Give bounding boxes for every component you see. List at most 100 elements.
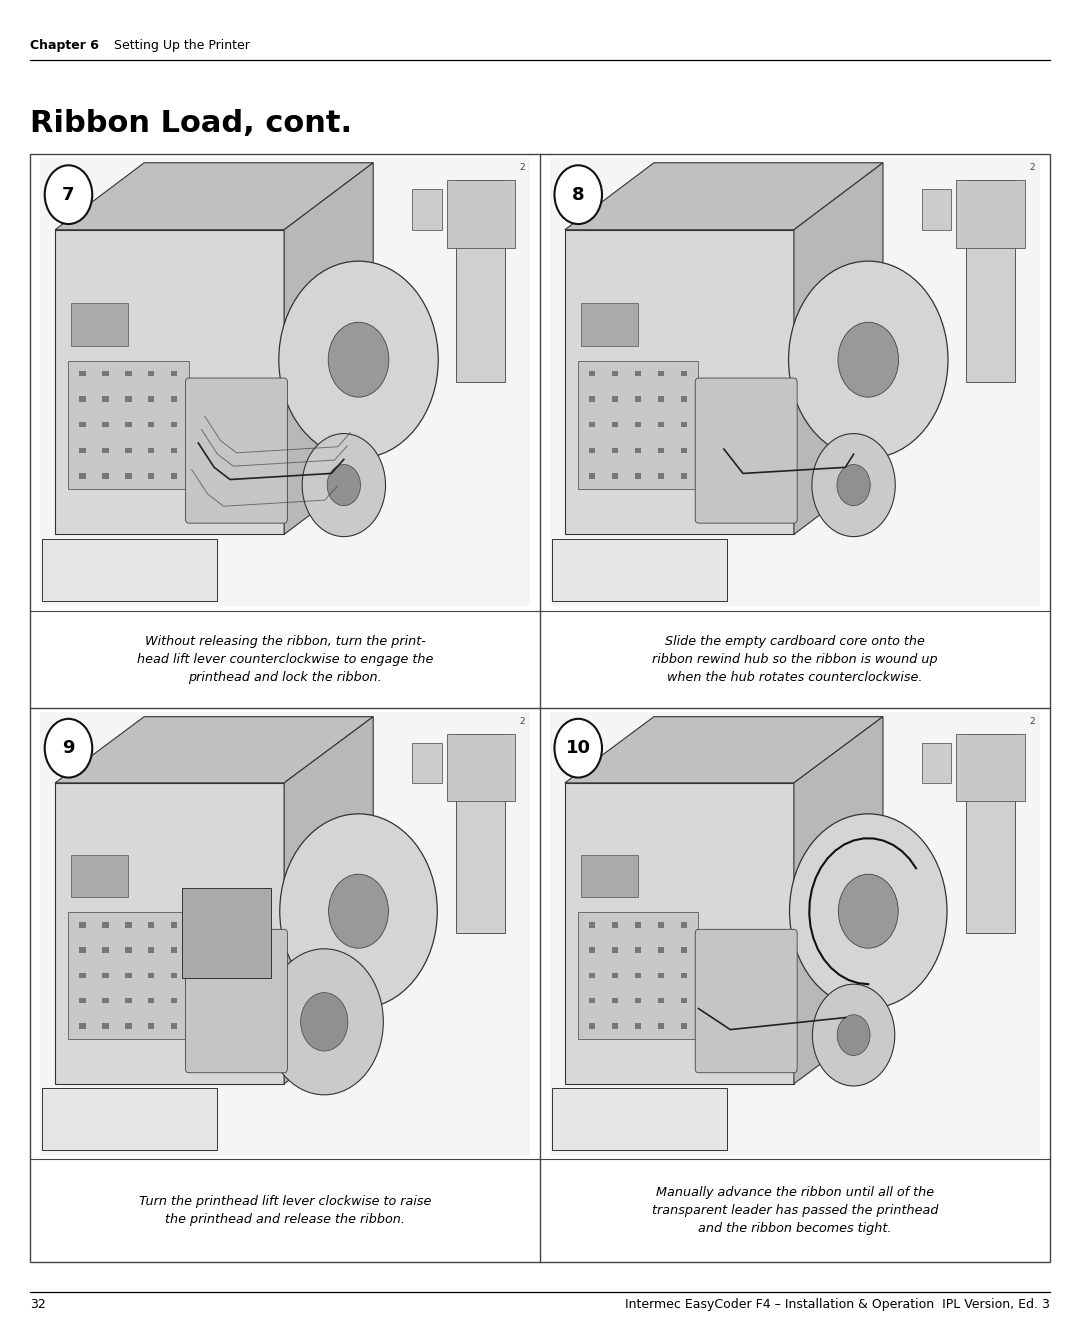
Bar [171, 371, 177, 376]
Bar [957, 734, 1025, 801]
FancyBboxPatch shape [696, 378, 797, 523]
Bar [550, 158, 1040, 606]
Bar [589, 473, 595, 478]
Bar [125, 447, 132, 453]
Bar [680, 422, 687, 427]
FancyBboxPatch shape [186, 378, 287, 523]
FancyBboxPatch shape [696, 929, 797, 1073]
Bar [413, 744, 442, 782]
Bar [68, 360, 189, 489]
Text: Turn the printhead lift lever clockwise to raise
the printhead and release the r: Turn the printhead lift lever clockwise … [139, 1195, 431, 1226]
Bar [447, 734, 515, 801]
Bar [680, 922, 687, 928]
Bar [103, 1024, 109, 1029]
Bar [957, 180, 1025, 248]
Bar [125, 371, 132, 376]
Bar [612, 396, 619, 402]
Polygon shape [794, 163, 883, 534]
Polygon shape [55, 782, 284, 1084]
Bar [658, 948, 664, 953]
Bar [612, 999, 619, 1004]
Bar [148, 447, 154, 453]
Bar [79, 922, 85, 928]
Bar [922, 744, 951, 782]
Bar [457, 734, 505, 933]
Bar [68, 912, 189, 1039]
Bar [103, 999, 109, 1004]
Bar [125, 396, 132, 402]
Bar [635, 447, 642, 453]
Circle shape [789, 814, 947, 1008]
Bar [171, 948, 177, 953]
Polygon shape [284, 717, 374, 1084]
Circle shape [327, 465, 361, 506]
Bar [635, 948, 642, 953]
Bar [552, 539, 727, 602]
Bar [578, 912, 699, 1039]
Text: Ribbon Load, cont.: Ribbon Load, cont. [30, 109, 352, 139]
Bar [79, 1024, 85, 1029]
Bar [79, 999, 85, 1004]
Bar [589, 371, 595, 376]
Bar [413, 190, 442, 230]
Bar [635, 973, 642, 979]
Circle shape [812, 984, 894, 1085]
Bar [148, 396, 154, 402]
Bar [125, 973, 132, 979]
Bar [922, 190, 951, 230]
Text: 2: 2 [519, 717, 525, 726]
Bar [148, 948, 154, 953]
Bar [125, 922, 132, 928]
Bar [40, 712, 530, 1155]
Bar [79, 973, 85, 979]
Bar [79, 371, 85, 376]
Circle shape [300, 993, 348, 1051]
Bar [612, 973, 619, 979]
Bar [680, 396, 687, 402]
Bar [658, 447, 664, 453]
Circle shape [554, 718, 602, 777]
Bar [680, 948, 687, 953]
Bar [578, 360, 699, 489]
Bar [658, 999, 664, 1004]
Circle shape [812, 434, 895, 537]
Text: Setting Up the Printer: Setting Up the Printer [114, 39, 251, 52]
Bar [658, 473, 664, 478]
Circle shape [788, 262, 948, 458]
Bar [171, 422, 177, 427]
Bar [171, 922, 177, 928]
Circle shape [302, 434, 386, 537]
Circle shape [279, 262, 438, 458]
Text: 2: 2 [1029, 163, 1035, 172]
Bar [171, 999, 177, 1004]
Bar [589, 447, 595, 453]
Bar [589, 1024, 595, 1029]
Bar [658, 973, 664, 979]
Text: Without releasing the ribbon, turn the print-
head lift lever counterclockwise t: Without releasing the ribbon, turn the p… [137, 634, 433, 684]
Bar [30, 154, 1050, 1262]
Bar [589, 999, 595, 1004]
Bar [148, 371, 154, 376]
Text: 32: 32 [30, 1298, 46, 1311]
Text: 2: 2 [519, 163, 525, 172]
Bar [447, 180, 515, 248]
Bar [42, 1088, 217, 1149]
Bar [967, 734, 1015, 933]
Bar [612, 1024, 619, 1029]
Bar [148, 422, 154, 427]
Bar [71, 856, 129, 897]
Bar [79, 948, 85, 953]
Bar [658, 371, 664, 376]
Circle shape [838, 874, 899, 948]
Text: Manually advance the ribbon until all of the
transparent leader has passed the p: Manually advance the ribbon until all of… [651, 1185, 939, 1235]
Bar [552, 1088, 727, 1149]
Bar [125, 999, 132, 1004]
Bar [125, 1024, 132, 1029]
Bar [42, 539, 217, 602]
Bar [171, 473, 177, 478]
Circle shape [280, 814, 437, 1008]
Bar [680, 973, 687, 979]
Bar [612, 447, 619, 453]
Bar [171, 1024, 177, 1029]
Polygon shape [565, 782, 794, 1084]
